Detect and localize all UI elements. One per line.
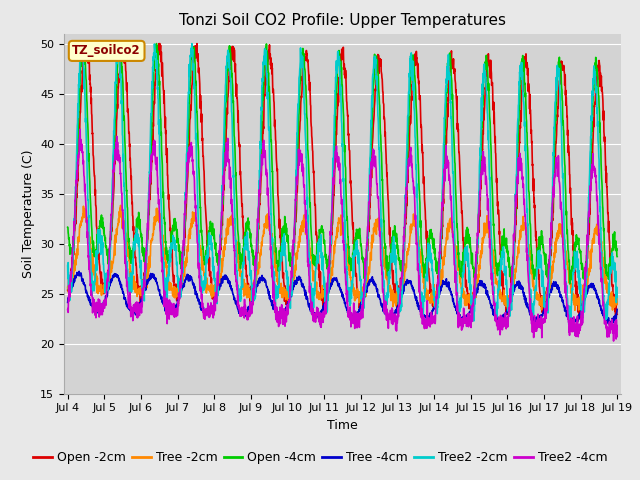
Legend: Open -2cm, Tree -2cm, Open -4cm, Tree -4cm, Tree2 -2cm, Tree2 -4cm: Open -2cm, Tree -2cm, Open -4cm, Tree -4… — [28, 446, 612, 469]
Title: Tonzi Soil CO2 Profile: Upper Temperatures: Tonzi Soil CO2 Profile: Upper Temperatur… — [179, 13, 506, 28]
Text: TZ_soilco2: TZ_soilco2 — [72, 44, 141, 58]
Y-axis label: Soil Temperature (C): Soil Temperature (C) — [22, 149, 35, 278]
X-axis label: Time: Time — [327, 419, 358, 432]
